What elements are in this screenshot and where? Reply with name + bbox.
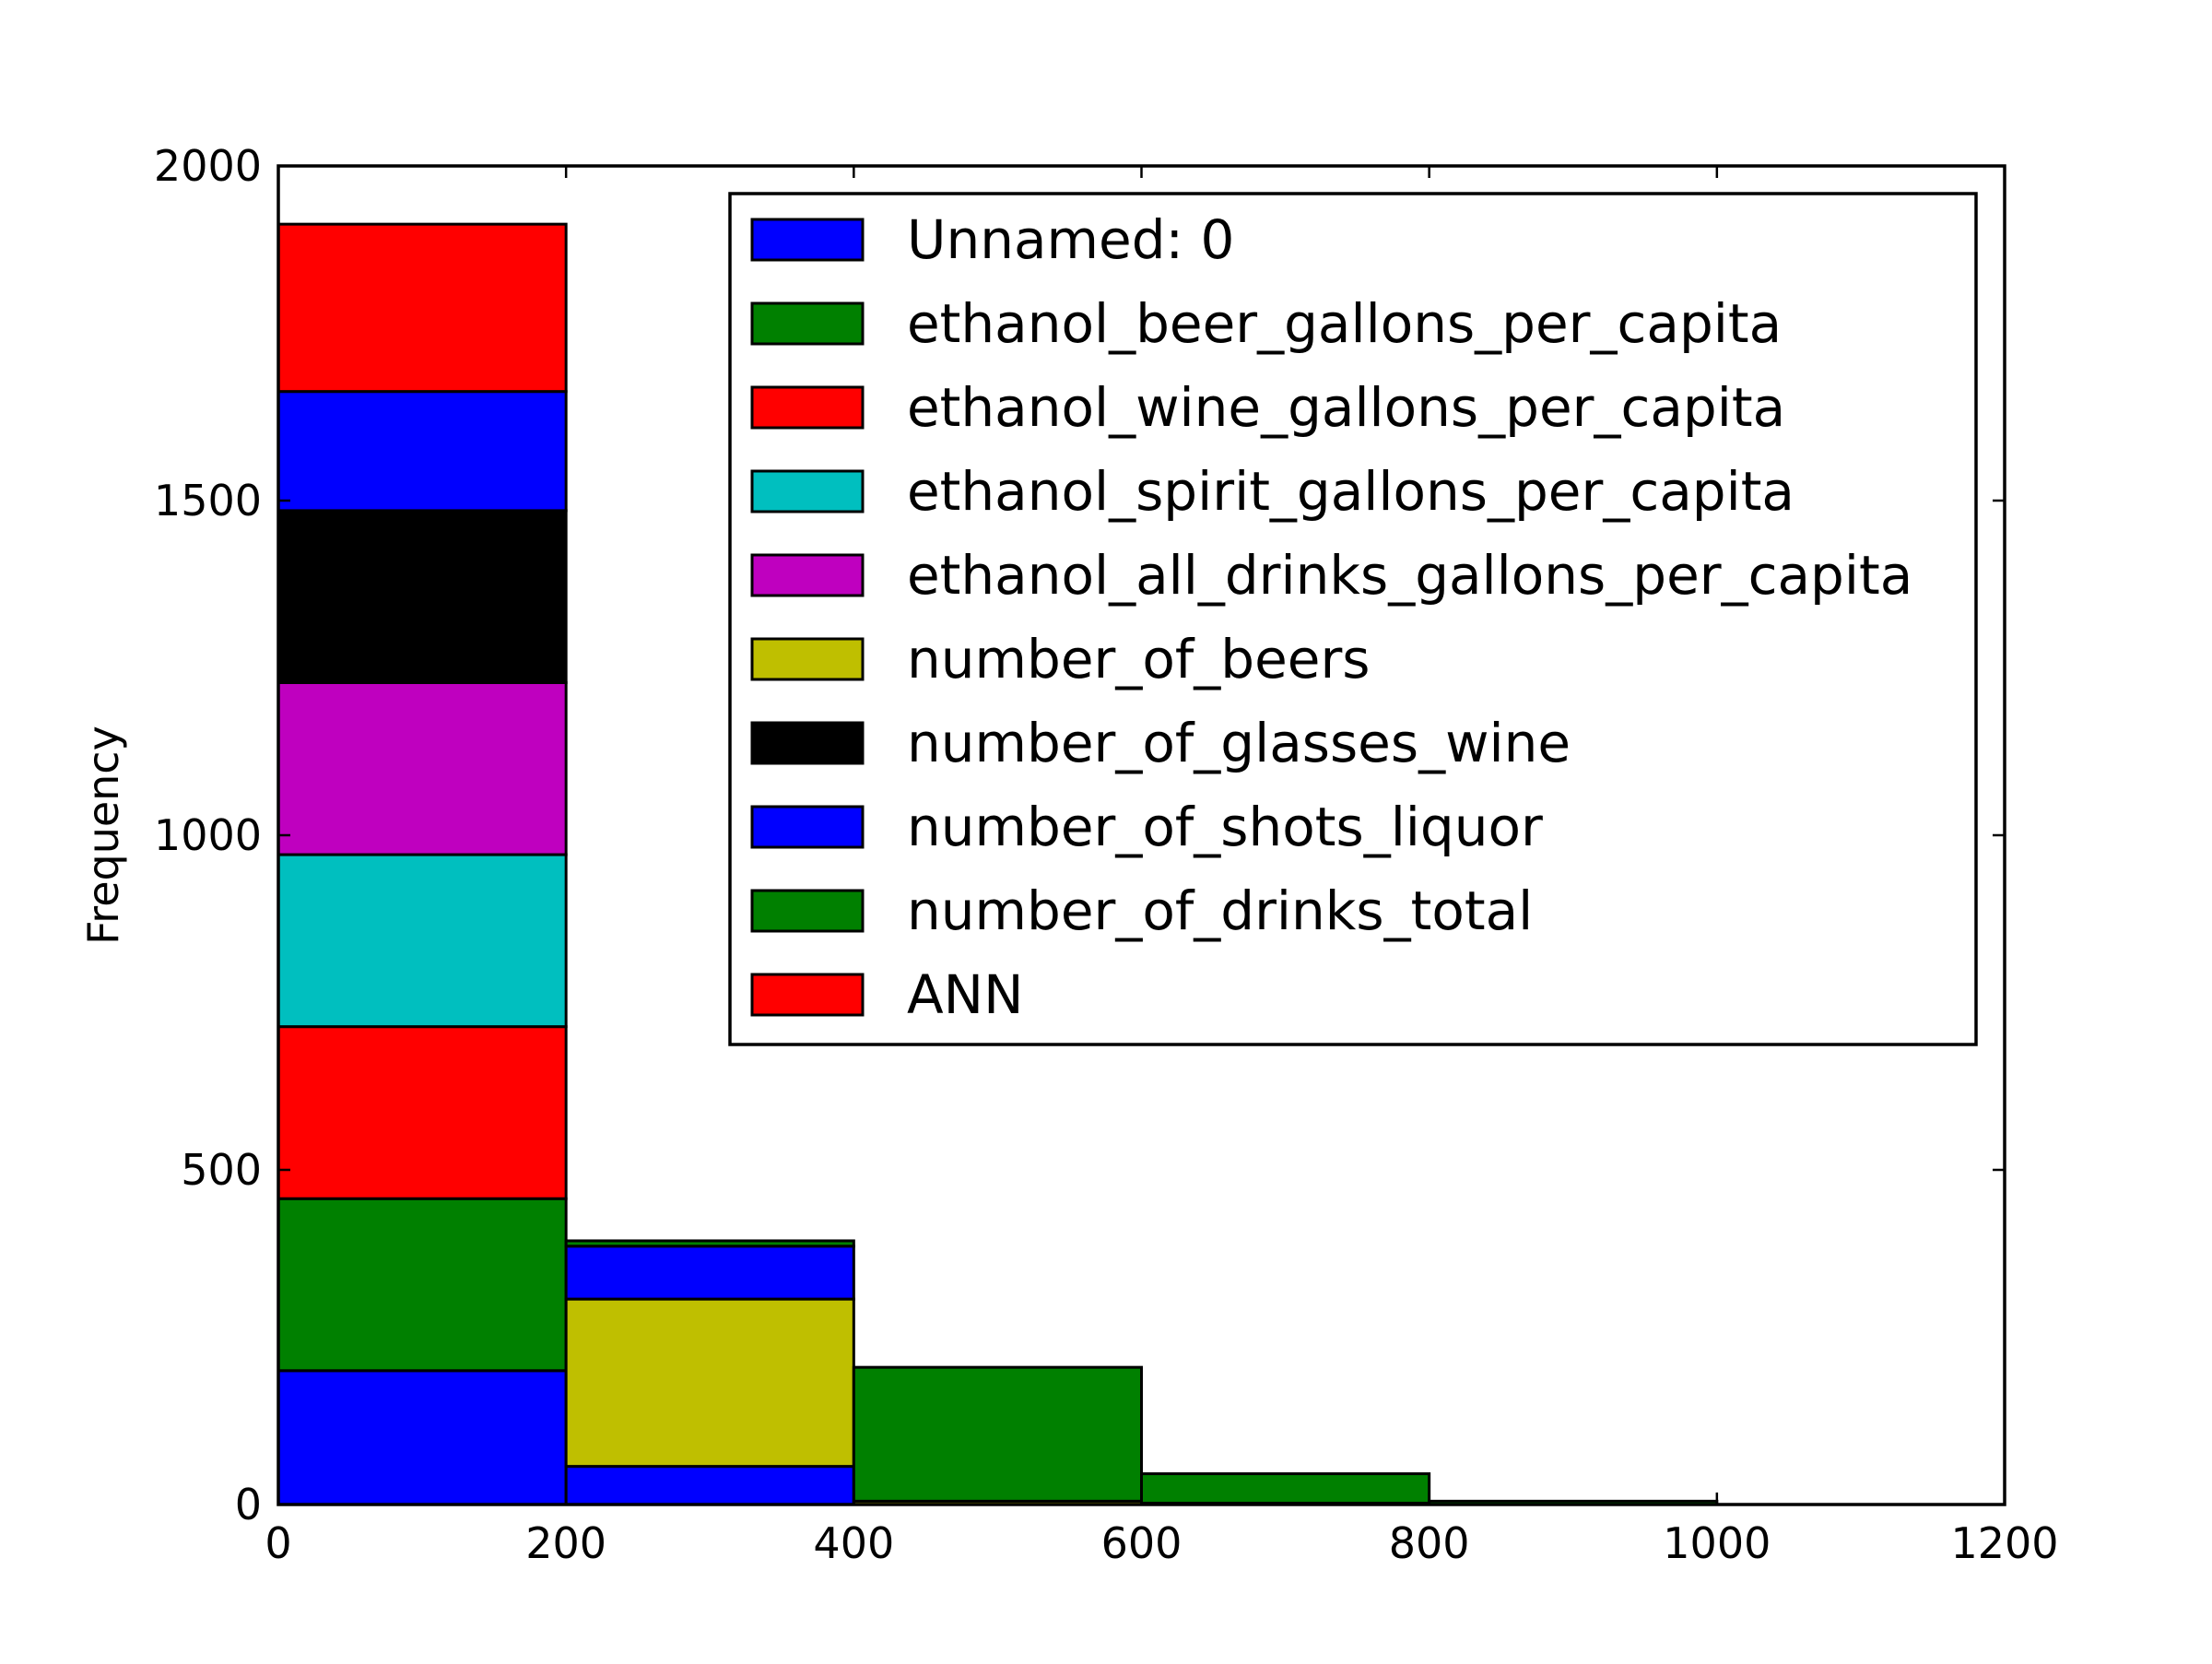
legend-label-4: ethanol_all_drinks_gallons_per_capita	[907, 544, 1912, 607]
legend-label-0: Unnamed: 0	[907, 208, 1234, 271]
y-tick-label: 1000	[154, 810, 262, 860]
legend-swatch-3	[750, 469, 865, 513]
bar-segment-8-bin-2	[852, 1365, 1143, 1503]
legend-swatch-4	[750, 553, 865, 597]
ticks-layer: 0 200 400 600 800 1000 1200 0 500 1000 1500 2000	[154, 141, 2059, 1568]
legend-label-2: ethanol_wine_gallons_per_capita	[907, 376, 1785, 439]
bars-layer	[276, 222, 1719, 1506]
x-tick-label: 200	[525, 1518, 606, 1568]
bar-segment-9-bin-0	[276, 222, 568, 394]
x-tick-label: 1000	[1663, 1518, 1771, 1568]
legend-label-7: number_of_shots_liquor	[907, 796, 1543, 858]
legend-swatch-9	[750, 973, 865, 1017]
y-tick-label: 0	[235, 1480, 262, 1529]
y-tick-label: 500	[181, 1145, 262, 1195]
legend-label-8: number_of_drinks_total	[907, 879, 1533, 942]
legend-swatch-7	[750, 805, 865, 849]
legend-label-6: number_of_glasses_wine	[907, 712, 1571, 774]
bar-segment-8-bin-3	[1140, 1472, 1431, 1505]
legend-swatch-5	[750, 637, 865, 681]
legend-label-9: ANN	[907, 963, 1023, 1026]
y-tick-label: 2000	[154, 141, 262, 191]
bar-segment-5-bin-1	[564, 1297, 855, 1469]
legend-label-1: ethanol_beer_gallons_per_capita	[907, 292, 1782, 355]
legend-box	[728, 192, 1978, 1046]
legend-swatch-8	[750, 889, 865, 933]
bar-segment-6-bin-0	[276, 509, 568, 684]
bar-segment-1-bin-0	[276, 1197, 568, 1373]
x-tick-label: 600	[1101, 1518, 1182, 1568]
legend-swatch-1	[750, 301, 865, 346]
legend: Unnamed: 0 ethanol_beer_gallons_per_capit…	[728, 192, 1978, 1046]
x-tick-label: 1200	[1950, 1518, 2058, 1568]
y-tick-label: 1500	[154, 476, 262, 525]
legend-swatch-6	[750, 721, 865, 765]
legend-swatch-2	[750, 385, 865, 430]
legend-label-5: number_of_beers	[907, 628, 1371, 690]
legend-swatch-0	[750, 218, 865, 262]
bar-segment-2-bin-0	[276, 1025, 568, 1200]
bar-segment-8-bin-1	[564, 1239, 855, 1248]
bar-segment-7-bin-1	[564, 1245, 855, 1301]
x-tick-label: 0	[265, 1518, 291, 1568]
bar-segment-3-bin-0	[276, 853, 568, 1029]
x-tick-label: 400	[813, 1518, 894, 1568]
bar-segment-4-bin-0	[276, 680, 568, 856]
bar-segment-0-bin-0	[276, 1369, 568, 1506]
bar-segment-0-bin-1	[564, 1465, 855, 1506]
legend-label-3: ethanol_spirit_gallons_per_capita	[907, 460, 1794, 523]
y-axis-label: Frequency	[78, 726, 128, 945]
bar-segment-7-bin-0	[276, 390, 568, 513]
x-tick-label: 800	[1389, 1518, 1470, 1568]
